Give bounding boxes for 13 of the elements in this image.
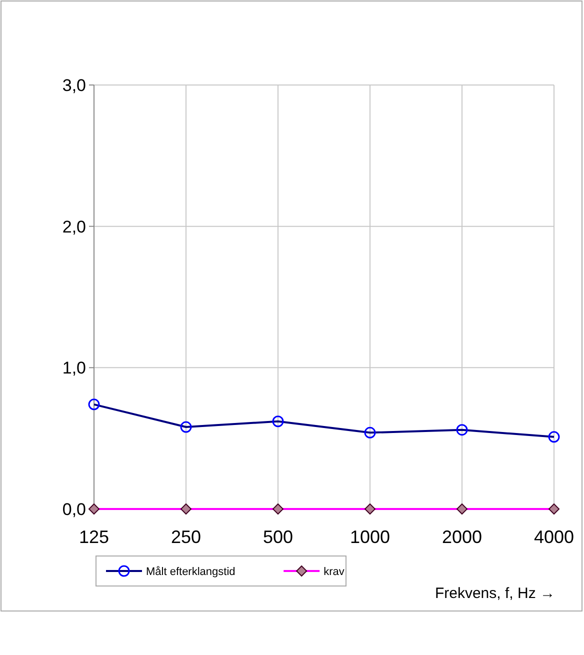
x-tick-label: 125 <box>78 527 110 547</box>
y-tick-label: 3,0 <box>62 76 86 95</box>
y-tick-label: 2,0 <box>62 217 86 236</box>
x-tick-label: 500 <box>262 527 294 547</box>
legend-label: krav <box>324 566 345 578</box>
x-axis-title: Frekvens, f, Hz → <box>434 585 555 602</box>
legend-label: Målt efterklangstid <box>146 566 236 578</box>
y-tick-label: 1,0 <box>62 358 86 378</box>
x-tick-label: 4000 <box>534 527 574 547</box>
x-tick-label: 1000 <box>350 527 390 547</box>
y-tick-label: 0,0 <box>62 500 86 519</box>
x-tick-label: 2000 <box>442 527 482 547</box>
x-tick-label: 250 <box>170 527 202 547</box>
